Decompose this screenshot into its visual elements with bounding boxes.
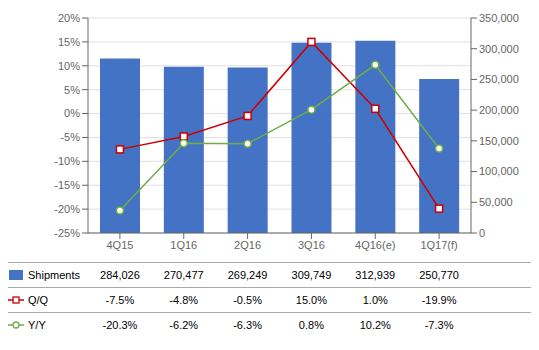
svg-text:4Q15: 4Q15 [106,239,133,251]
html-text:270,477: 270,477 [163,269,204,281]
svg-text:2Q16: 2Q16 [234,239,261,251]
html-text:0.8%: 0.8% [298,319,324,331]
html-text:-6.3%: -6.3% [233,319,262,331]
svg-text:0: 0 [479,227,485,239]
svg-text:200,000: 200,000 [479,104,519,116]
html-text:-20.3%: -20.3% [102,319,138,331]
svg-text:-25%: -25% [54,227,80,239]
html-text:-7.3%: -7.3% [424,319,454,331]
svg-text:-20%: -20% [54,203,80,215]
html-text:309,749: 309,749 [291,269,332,281]
svg-text:50,000: 50,000 [479,196,513,208]
html-text:-7.5%: -7.5% [105,294,135,306]
svg-text:100,000: 100,000 [479,165,519,177]
svg-text:1Q16: 1Q16 [170,239,197,251]
svg-text:20%: 20% [58,12,80,24]
html-text:-0.5%: -0.5% [233,294,262,306]
svg-text:0%: 0% [64,107,80,119]
svg-text:350,000: 350,000 [479,12,519,24]
svg-text:-10%: -10% [54,155,80,167]
html-text:-19.9%: -19.9% [421,294,457,306]
html-text:284,026: 284,026 [100,269,140,281]
svg-text:300,000: 300,000 [479,43,519,55]
svg-text:250,000: 250,000 [479,73,519,85]
html-text:-4.8%: -4.8% [169,294,199,306]
svg-text:-15%: -15% [54,179,80,191]
svg-text:10%: 10% [58,60,80,72]
html-text:Y/Y: Y/Y [28,319,46,331]
svg-text:4Q16(e): 4Q16(e) [355,239,395,251]
svg-text:1Q17(f): 1Q17(f) [420,239,457,251]
html-text:312,939: 312,939 [355,269,396,281]
html-text:1.0%: 1.0% [362,294,388,306]
html-text:269,249: 269,249 [227,269,268,281]
html-text:Q/Q: Q/Q [28,294,49,306]
html-text:-6.2%: -6.2% [169,319,199,331]
svg-text:-5%: -5% [60,131,80,143]
html-text:250,770: 250,770 [419,269,459,281]
html-text:Shipments: Shipments [28,269,80,281]
svg-text:5%: 5% [64,84,80,96]
svg-text:15%: 15% [58,36,80,48]
svg-text:150,000: 150,000 [479,135,519,147]
html-text:15.0%: 15.0% [295,294,327,306]
html-text:10.2%: 10.2% [359,319,391,331]
svg-text:3Q16: 3Q16 [298,239,325,251]
